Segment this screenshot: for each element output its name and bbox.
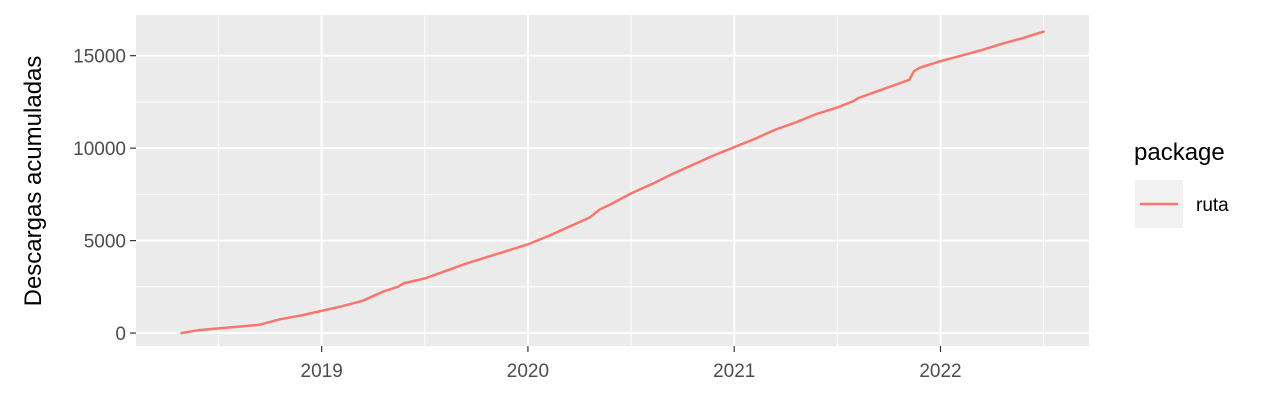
x-tick-label: 2021 bbox=[713, 361, 755, 382]
legend-label-ruta: ruta bbox=[1196, 195, 1229, 216]
y-axis: 0 5000 10000 15000 bbox=[73, 47, 136, 345]
y-tick-label: 0 bbox=[115, 324, 126, 345]
y-tick-label: 15000 bbox=[73, 47, 126, 68]
x-tick-label: 2019 bbox=[301, 361, 343, 382]
y-axis-title: Descargas acumuladas bbox=[20, 56, 47, 307]
legend: package ruta bbox=[1134, 139, 1229, 228]
major-gridlines bbox=[136, 15, 1089, 346]
y-tick-label: 10000 bbox=[73, 139, 126, 160]
minor-gridlines bbox=[136, 15, 1089, 346]
legend-title: package bbox=[1134, 139, 1225, 166]
series-layer bbox=[180, 30, 1045, 335]
x-tick-label: 2020 bbox=[507, 361, 549, 382]
series-line-ruta bbox=[180, 30, 1045, 335]
x-tick-label: 2022 bbox=[919, 361, 961, 382]
x-axis: 2019 2020 2021 2022 bbox=[301, 346, 962, 382]
y-tick-label: 5000 bbox=[84, 232, 126, 253]
plot-panel bbox=[136, 15, 1089, 346]
